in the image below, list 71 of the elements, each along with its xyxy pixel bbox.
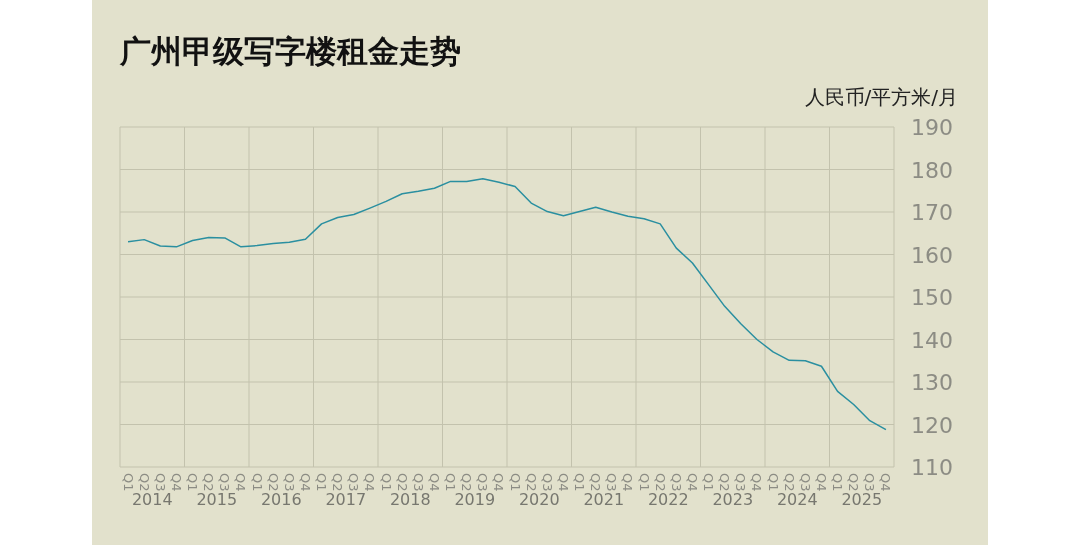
y-tick-label: 150 [911,285,953,310]
y-tick-label: 160 [911,242,953,268]
y-tick-label: 140 [911,327,953,353]
x-tick-label: Q2 [781,473,797,492]
x-tick-label: Q3 [152,473,168,492]
text: 2015 [196,490,238,509]
x-tick-label: Q2 [201,473,217,492]
x-tick-label: Q3 [862,473,878,492]
text: 2019 [454,490,496,509]
text: 2025 [841,490,883,509]
x-tick-label: Q4 [168,473,184,492]
x-tick-label: Q4 [297,473,313,492]
x-tick-label: Q3 [346,473,362,492]
x-tick-label: Q1 [572,473,588,492]
x-tick-label: Q3 [797,473,813,492]
x-tick-label: Q1 [507,473,523,492]
x-tick-label: Q2 [330,473,346,492]
y-tick-label: 170 [911,200,953,225]
text: 2021 [583,490,625,509]
x-tick-label: Q3 [410,473,426,492]
text: 2016 [260,490,302,509]
y-tick-label: 120 [911,412,953,438]
x-tick-label: Q2 [652,473,668,492]
text: 2018 [389,490,431,509]
x-tick-label: Q4 [426,473,442,492]
y-tick-label: 110 [911,455,953,480]
text: 2017 [325,490,367,509]
y-tick-label: 130 [911,370,953,395]
x-tick-label: Q2 [136,473,152,492]
y-tick-label: 180 [911,157,953,183]
x-tick-label: Q2 [846,473,862,492]
x-tick-label: Q1 [765,473,781,492]
text: 2014 [131,490,173,509]
x-tick-label: Q3 [217,473,233,492]
x-tick-label: Q2 [459,473,475,492]
text: 2020 [518,490,560,509]
x-tick-label: Q1 [185,473,201,492]
x-tick-label: Q3 [733,473,749,492]
x-tick-label: Q4 [684,473,700,492]
x-tick-label: Q1 [636,473,652,492]
x-tick-label: Q4 [491,473,507,492]
x-tick-label: Q3 [668,473,684,492]
x-tick-label: Q2 [588,473,604,492]
x-tick-label: Q4 [362,473,378,492]
x-tick-label: Q1 [314,473,330,492]
text: 2022 [647,490,689,509]
x-tick-label: Q4 [620,473,636,492]
y-tick-label: 190 [911,115,953,140]
text: 2023 [712,490,754,509]
x-tick-label: Q4 [233,473,249,492]
x-tick-label: Q2 [717,473,733,492]
x-tick-label: Q4 [749,473,765,492]
x-tick-label: Q1 [249,473,265,492]
x-tick-label: Q2 [265,473,281,492]
x-tick-label: Q4 [813,473,829,492]
x-tick-label: Q1 [120,473,136,492]
chart-title: 广州甲级写字楼租金走势 [119,33,461,69]
text: 2024 [776,490,818,509]
x-tick-label: Q3 [475,473,491,492]
x-tick-label: Q1 [830,473,846,492]
x-tick-label: Q1 [701,473,717,492]
x-tick-label: Q1 [443,473,459,492]
x-tick-label: Q3 [604,473,620,492]
x-tick-label: Q3 [539,473,555,492]
x-tick-label: Q3 [281,473,297,492]
x-tick-label: Q4 [878,473,894,492]
x-tick-label: Q4 [555,473,571,492]
x-tick-label: Q2 [523,473,539,492]
x-tick-label: Q1 [378,473,394,492]
x-tick-label: Q2 [394,473,410,492]
y-axis-title: 人民币/平方米/月 [804,85,958,109]
